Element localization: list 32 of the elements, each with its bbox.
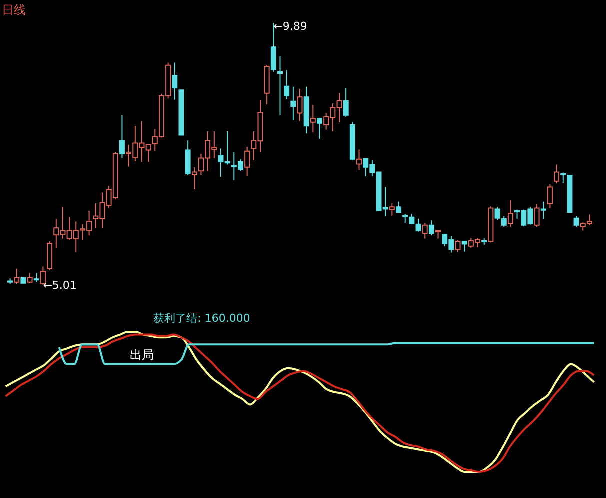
candlestick bbox=[172, 62, 178, 100]
candlestick bbox=[310, 104, 316, 134]
candlestick bbox=[534, 203, 540, 228]
candlestick bbox=[389, 202, 395, 216]
candlestick bbox=[192, 166, 198, 190]
candlestick bbox=[356, 149, 362, 171]
candlestick bbox=[540, 201, 546, 220]
candlestick bbox=[455, 240, 461, 253]
candlestick bbox=[508, 200, 514, 228]
candlestick bbox=[290, 86, 296, 121]
candlestick bbox=[284, 70, 290, 100]
annotation: 出局 bbox=[130, 348, 154, 362]
candlestick bbox=[14, 268, 20, 284]
candlestick bbox=[554, 164, 560, 184]
candlestick bbox=[244, 146, 250, 177]
candlestick bbox=[343, 87, 349, 118]
candlestick bbox=[547, 184, 553, 209]
candlestick bbox=[34, 272, 40, 283]
candlestick bbox=[297, 88, 303, 122]
candlestick bbox=[428, 220, 434, 236]
annotation: ←9.89 bbox=[274, 20, 308, 33]
text: 获利了结: 160.000 bbox=[154, 312, 250, 325]
candlestick bbox=[574, 216, 580, 228]
candlestick bbox=[119, 114, 125, 159]
candlestick bbox=[422, 222, 428, 240]
candlestick bbox=[317, 118, 323, 140]
annotation: ←5.01 bbox=[43, 279, 77, 292]
candlestick bbox=[277, 56, 283, 116]
candlestick bbox=[185, 140, 191, 176]
candlestick bbox=[27, 272, 33, 284]
candlestick bbox=[462, 241, 468, 252]
chart-title: 日线 bbox=[2, 3, 26, 17]
